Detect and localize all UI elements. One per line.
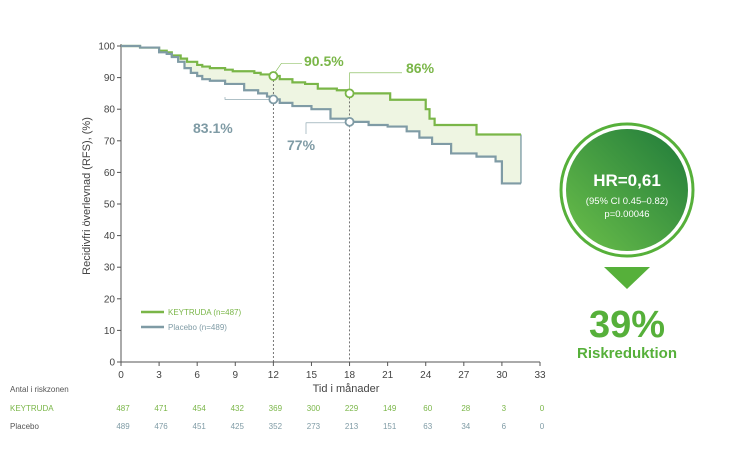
- marker-placebo-12: [268, 94, 279, 105]
- hr-value: HR=0,61: [593, 171, 661, 190]
- risk-table-cell: 273: [307, 422, 321, 431]
- axes: 0 10 20 30 40 50 60 70 80 90 100 0 3 6 9 12 15 18 21 24 27 30…: [98, 42, 546, 382]
- chevron-down-icon: [604, 267, 650, 289]
- x-tick-label: 30: [496, 370, 508, 381]
- risk-table-cell: 471: [154, 404, 168, 413]
- risk-table-cell: 213: [345, 422, 359, 431]
- y-tick-label: 80: [104, 105, 116, 116]
- risk-table-cell: 28: [461, 404, 470, 413]
- y-tick-label: 20: [104, 294, 116, 305]
- risk-table-cell: 0: [540, 422, 545, 431]
- x-tick-label: 0: [118, 370, 124, 381]
- risk-table-cell: 369: [269, 404, 283, 413]
- risk-table-cell: 451: [193, 422, 207, 431]
- legend: KEYTRUDA (n=487) Placebo (n=489): [141, 308, 241, 332]
- risk-table-cell: 63: [423, 422, 432, 431]
- leader-placebo-12: [224, 97, 271, 100]
- risk-table-cell: 60: [423, 404, 432, 413]
- x-tick-label: 3: [156, 370, 162, 381]
- y-tick-label: 0: [109, 358, 115, 369]
- annotation-label: 77%: [287, 137, 316, 153]
- annotation-label: 83.1%: [193, 120, 233, 136]
- x-tick-label: 21: [382, 370, 394, 381]
- risk-reduction-percent: 39%: [589, 304, 665, 346]
- annotation-label: 90.5%: [304, 53, 344, 69]
- legend-label-keytruda: KEYTRUDA (n=487): [168, 308, 241, 317]
- annotations: 90.5% 86% 83.1% 77%: [193, 53, 435, 153]
- risk-row-label-placebo: Placebo: [10, 422, 39, 431]
- y-tick-label: 40: [104, 231, 116, 242]
- hr-ci: (95% CI 0.45–0.82): [586, 196, 668, 207]
- risk-table-title: Antal i riskzonen: [10, 385, 69, 394]
- marker-keytruda-18: [344, 88, 355, 99]
- x-axis-label: Tid i månader: [313, 383, 380, 395]
- risk-table-cell: 489: [116, 422, 130, 431]
- x-tick-label: 27: [458, 370, 470, 381]
- hazard-ratio-badge: HR=0,61 (95% CI 0.45–0.82) p=0.00046: [559, 122, 695, 258]
- y-tick-label: 10: [104, 326, 116, 337]
- y-axis-title: Recidivfri överlevnad (RFS), (%): [81, 117, 93, 275]
- annotation-label: 86%: [406, 60, 435, 76]
- risk-table-cell: 3: [502, 404, 507, 413]
- x-tick-label: 9: [232, 370, 238, 381]
- x-tick-label: 15: [306, 370, 318, 381]
- risk-table-cell: 0: [540, 404, 545, 413]
- marker-keytruda-12: [268, 71, 279, 81]
- y-tick-label: 70: [104, 136, 116, 147]
- y-tick-label: 60: [104, 168, 116, 179]
- risk-table-cell: 34: [461, 422, 470, 431]
- risk-table-cell: 229: [345, 404, 359, 413]
- y-tick-label: 90: [104, 73, 116, 84]
- risk-reduction-label: Riskreduktion: [577, 345, 677, 362]
- y-tick-label: 50: [104, 200, 116, 211]
- risk-table-cell: 476: [154, 422, 168, 431]
- risk-table-cell: 487: [116, 404, 130, 413]
- leader-keytruda-18: [349, 72, 402, 90]
- risk-table-cell: 352: [269, 422, 283, 431]
- risk-table: Antal i riskzonen KEYTRUDA Placebo 487 47…: [10, 385, 545, 431]
- y-tick-label: 100: [98, 42, 115, 53]
- x-tick-label: 18: [344, 370, 356, 381]
- hr-p-value: p=0.00046: [604, 209, 649, 220]
- risk-table-cell: 6: [502, 422, 507, 431]
- leader-placebo-18: [305, 122, 347, 134]
- risk-table-cell: 425: [231, 422, 245, 431]
- risk-row-label-keytruda: KEYTRUDA: [10, 404, 54, 413]
- legend-label-placebo: Placebo (n=489): [168, 323, 227, 332]
- risk-table-cell: 300: [307, 404, 321, 413]
- leader-keytruda-12: [275, 63, 302, 73]
- x-tick-label: 12: [268, 370, 280, 381]
- risk-table-cell: 432: [231, 404, 245, 413]
- risk-table-cell: 149: [383, 404, 397, 413]
- risk-table-cell: 151: [383, 422, 397, 431]
- reference-lines: [272, 76, 350, 362]
- y-axis-label: Recidivfri överlevnad (RFS), (%): [81, 117, 93, 275]
- risk-table-cell: 454: [193, 404, 207, 413]
- x-tick-label: 33: [534, 370, 546, 381]
- x-tick-label: 6: [194, 370, 200, 381]
- hr-circle: [566, 129, 688, 251]
- y-tick-label: 30: [104, 263, 116, 274]
- x-tick-label: 24: [420, 370, 432, 381]
- marker-placebo-18: [344, 116, 355, 127]
